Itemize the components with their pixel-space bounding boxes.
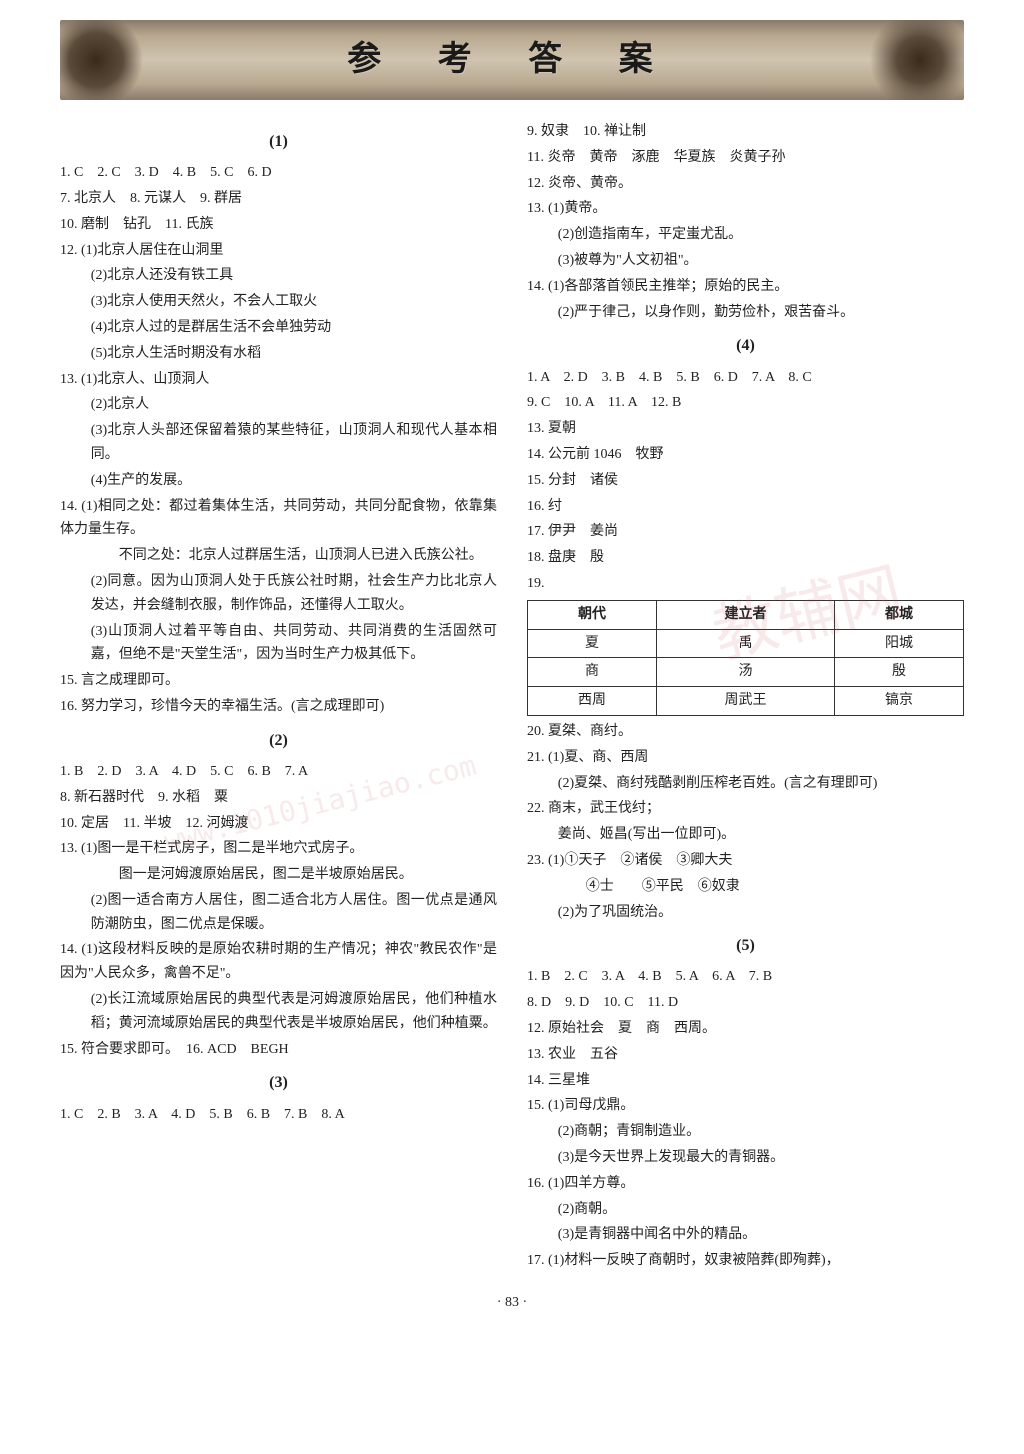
answer-line: (3)是今天世界上发现最大的青铜器。 [527,1146,964,1170]
table-header-cell: 都城 [834,600,963,629]
answer-line: 16. 纣 [527,495,964,519]
dynasty-table: 朝代建立者都城夏禹阳城商汤殷西周周武王镐京 [527,600,964,716]
answer-line: 16. (1)四羊方尊。 [527,1172,964,1196]
page-banner: 参 考 答 案 [60,20,964,100]
table-cell: 西周 [528,687,657,716]
table-header-cell: 朝代 [528,600,657,629]
answer-line: 20. 夏桀、商纣。 [527,720,964,744]
answer-line: 13. 夏朝 [527,417,964,441]
answer-line: (5)北京人生活时期没有水稻 [60,342,497,366]
table-cell: 殷 [834,658,963,687]
answer-line: (2)为了巩固统治。 [527,901,964,925]
answer-line: 15. 言之成理即可。 [60,669,497,693]
section-title: (4) [527,332,964,359]
answer-line: 10. 磨制 钻孔 11. 氏族 [60,213,497,237]
section-title: (1) [60,128,497,155]
table-cell: 汤 [657,658,835,687]
answer-line: 19. [527,572,964,596]
answer-line: (2)创造指南车，平定蚩尤乱。 [527,223,964,247]
answer-line: (4)北京人过的是群居生活不会单独劳动 [60,316,497,340]
answer-line: 图一是河姆渡原始居民，图二是半坡原始居民。 [60,863,497,887]
table-row: 西周周武王镐京 [528,687,964,716]
answer-line: 16. 努力学习，珍惜今天的幸福生活。(言之成理即可) [60,695,497,719]
answer-line: (4)生产的发展。 [60,469,497,493]
answer-line: 姜尚、姬昌(写出一位即可)。 [527,823,964,847]
answer-line: 不同之处：北京人过群居生活，山顶洞人已进入氏族公社。 [60,544,497,568]
answer-line: 10. 定居 11. 半坡 12. 河姆渡 [60,812,497,836]
answer-line: 12. (1)北京人居住在山洞里 [60,239,497,263]
answer-line: (2)同意。因为山顶洞人处于氏族公社时期，社会生产力比北京人发达，并会缝制衣服，… [60,570,497,618]
answer-line: 12. 炎帝、黄帝。 [527,172,964,196]
answer-line: (2)图一适合南方人居住，图二适合北方人居住。图一优点是通风防潮防虫，图二优点是… [60,889,497,937]
content-columns: (1) 1. C 2. C 3. D 4. B 5. C 6. D7. 北京人 8… [60,120,964,1275]
answer-line: (3)山顶洞人过着平等自由、共同劳动、共同消费的生活固然可嘉，但绝不是"天堂生活… [60,620,497,668]
banner-title: 参 考 答 案 [347,31,677,89]
answer-line: 1. B 2. C 3. A 4. B 5. A 6. A 7. B [527,965,964,989]
answer-line: (3)北京人头部还保留着猿的某些特征，山顶洞人和现代人基本相同。 [60,419,497,467]
section-title: (5) [527,932,964,959]
answer-line: (2)北京人还没有铁工具 [60,264,497,288]
section-title: (3) [60,1069,497,1096]
answer-line: 9. 奴隶 10. 禅让制 [527,120,964,144]
answer-line: 14. (1)各部落首领民主推举；原始的民主。 [527,275,964,299]
answer-line: (2)长江流域原始居民的典型代表是河姆渡原始居民，他们种植水稻；黄河流域原始居民… [60,988,497,1036]
answer-line: 18. 盘庚 殷 [527,546,964,570]
answer-line: 1. B 2. D 3. A 4. D 5. C 6. B 7. A [60,760,497,784]
answer-line: 14. 公元前 1046 牧野 [527,443,964,467]
answer-line: 21. (1)夏、商、西周 [527,746,964,770]
section-title: (2) [60,727,497,754]
answer-line: 1. A 2. D 3. B 4. B 5. B 6. D 7. A 8. C [527,366,964,390]
answer-line: 15. (1)司母戊鼎。 [527,1094,964,1118]
table-cell: 镐京 [834,687,963,716]
table-cell: 周武王 [657,687,835,716]
answer-line: 13. 农业 五谷 [527,1043,964,1067]
answer-line: 1. C 2. C 3. D 4. B 5. C 6. D [60,161,497,185]
table-cell: 禹 [657,629,835,658]
right-column: 9. 奴隶 10. 禅让制11. 炎帝 黄帝 涿鹿 华夏族 炎黄子孙12. 炎帝… [527,120,964,1275]
answer-line: (3)北京人使用天然火，不会人工取火 [60,290,497,314]
page-number: · 83 · [60,1291,964,1315]
answer-line: (2)商朝。 [527,1198,964,1222]
table-row: 夏禹阳城 [528,629,964,658]
answer-line: 1. C 2. B 3. A 4. D 5. B 6. B 7. B 8. A [60,1103,497,1127]
answer-line: 14. (1)这段材料反映的是原始农耕时期的生产情况；神农"教民农作"是因为"人… [60,938,497,986]
answer-line: 22. 商末，武王伐纣； [527,797,964,821]
answer-line: 13. (1)黄帝。 [527,197,964,221]
answer-line: 9. C 10. A 11. A 12. B [527,391,964,415]
answer-line: 11. 炎帝 黄帝 涿鹿 华夏族 炎黄子孙 [527,146,964,170]
answer-line: 17. (1)材料一反映了商朝时，奴隶被陪葬(即殉葬)， [527,1249,964,1273]
answer-line: ④士 ⑤平民 ⑥奴隶 [527,875,964,899]
answer-line: (2)北京人 [60,393,497,417]
table-row: 商汤殷 [528,658,964,687]
answer-line: (3)是青铜器中闻名中外的精品。 [527,1223,964,1247]
answer-line: 12. 原始社会 夏 商 西周。 [527,1017,964,1041]
answer-line: (3)被尊为"人文初祖"。 [527,249,964,273]
answer-line: (2)夏桀、商纣残酷剥削压榨老百姓。(言之有理即可) [527,772,964,796]
answer-line: (2)严于律己，以身作则，勤劳俭朴，艰苦奋斗。 [527,301,964,325]
left-column: (1) 1. C 2. C 3. D 4. B 5. C 6. D7. 北京人 8… [60,120,497,1275]
answer-line: (2)商朝；青铜制造业。 [527,1120,964,1144]
answer-line: 8. D 9. D 10. C 11. D [527,991,964,1015]
answer-line: 13. (1)图一是干栏式房子，图二是半地穴式房子。 [60,837,497,861]
answer-line: 17. 伊尹 姜尚 [527,520,964,544]
answer-line: 13. (1)北京人、山顶洞人 [60,368,497,392]
answer-line: 23. (1)①天子 ②诸侯 ③卿大夫 [527,849,964,873]
answer-line: 7. 北京人 8. 元谋人 9. 群居 [60,187,497,211]
answer-line: 15. 符合要求即可。 16. ACD BEGH [60,1038,497,1062]
table-cell: 阳城 [834,629,963,658]
answer-line: 14. 三星堆 [527,1069,964,1093]
table-cell: 商 [528,658,657,687]
table-cell: 夏 [528,629,657,658]
answer-line: 8. 新石器时代 9. 水稻 粟 [60,786,497,810]
table-header-cell: 建立者 [657,600,835,629]
answer-line: 15. 分封 诸侯 [527,469,964,493]
answer-line: 14. (1)相同之处：都过着集体生活，共同劳动，共同分配食物，依靠集体力量生存… [60,495,497,543]
